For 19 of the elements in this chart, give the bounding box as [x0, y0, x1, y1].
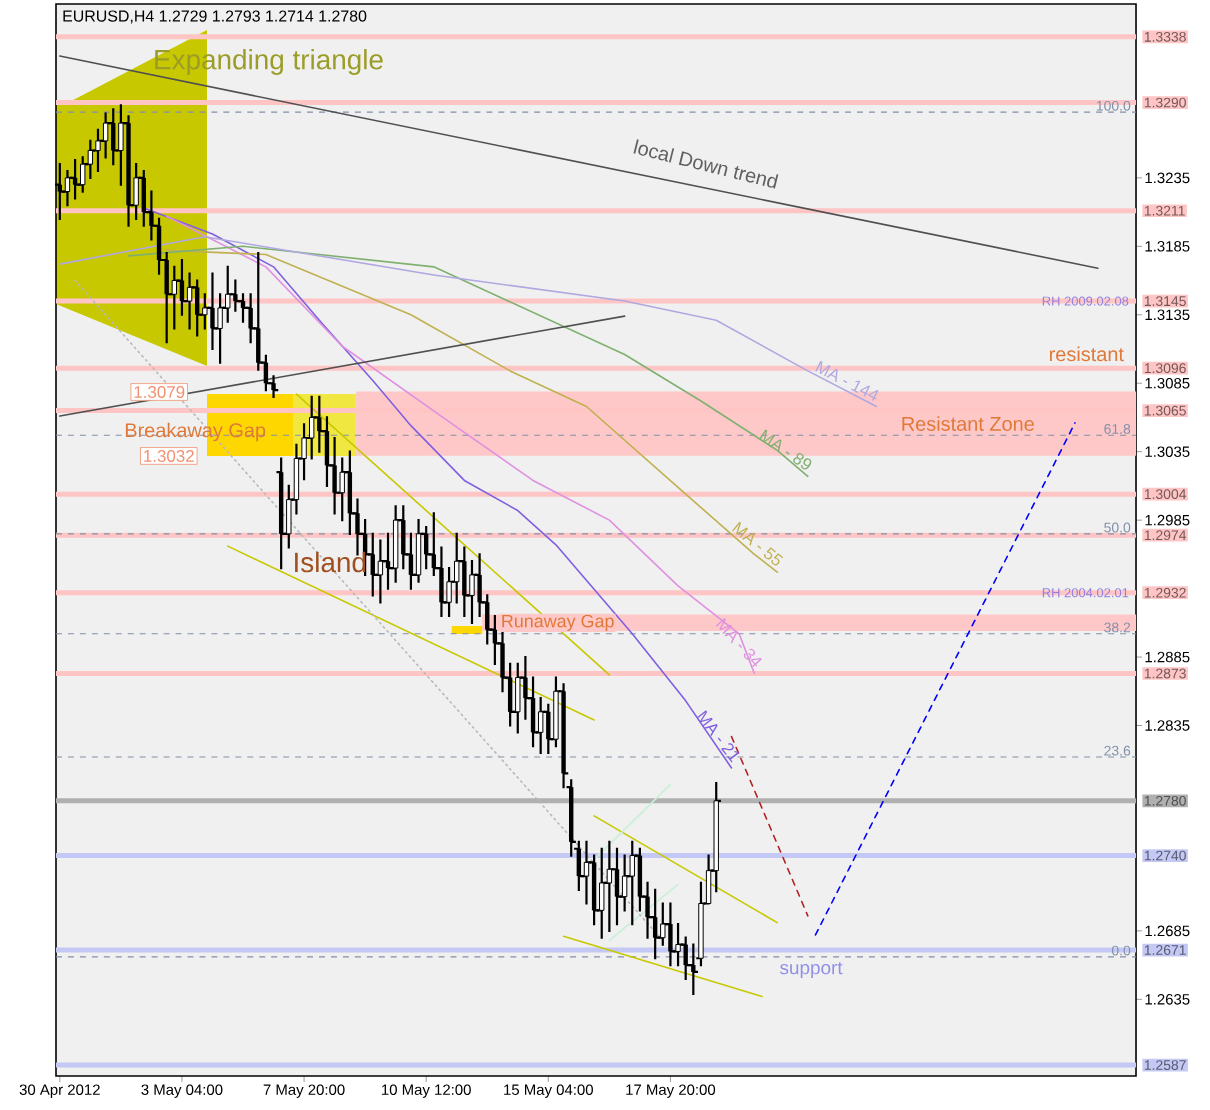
candlestick: [606, 840, 613, 932]
annotation: support: [780, 961, 843, 979]
text: MA - 21: [696, 710, 740, 763]
candlestick: [225, 265, 231, 323]
line-series: [127, 245, 809, 478]
annotation: local Down trend: [633, 139, 779, 189]
band-label: Resistant Zone: [902, 416, 1034, 431]
candlestick: [102, 112, 109, 159]
annotation: 1.3079: [134, 386, 185, 398]
band-label: Runaway Gap: [502, 614, 614, 631]
text: MA - 144: [815, 360, 879, 401]
text: MA - 55: [732, 521, 784, 566]
annotation: 1.3032: [144, 449, 194, 462]
text: MA - 34: [715, 617, 762, 667]
line-series: [59, 235, 878, 408]
candlestick: [72, 158, 78, 200]
annotation: resistant: [1049, 346, 1124, 362]
candlestick: [308, 395, 315, 460]
candlestick: [278, 457, 284, 570]
